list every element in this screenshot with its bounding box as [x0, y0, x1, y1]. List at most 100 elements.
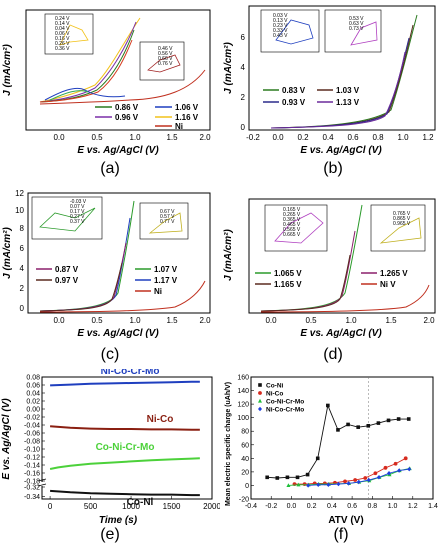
- panel-c-plot: 0 2 4 6 8 10 12 0.0 0.5 1.0 1.5 2.0 E vs…: [2, 189, 211, 339]
- panel-e-ytick-label: -0.34: [24, 494, 40, 501]
- panel-e-ytick-label: -0.16: [24, 471, 40, 478]
- panel-d-inset-left: [264, 204, 328, 252]
- panel-f-point: [406, 417, 411, 421]
- svg-text:0.865 V: 0.865 V: [393, 216, 411, 222]
- panel-f-point: [305, 472, 310, 477]
- panel-d-inset-right-legend: 0.765 V 0.865 V 0.965 V: [393, 211, 411, 227]
- panel-a-plot: 0.0 0.5 1.0 1.5 2.0 E vs. Ag/AgCl (V) J …: [2, 9, 211, 156]
- panel-f-ytick-label: 40: [241, 456, 249, 463]
- panel-f-point: [366, 477, 371, 483]
- panel-e: Time (s) E vs. Ag/AgCl (V) 0.08 0.06 0.04 0…: [0, 369, 220, 550]
- svg-text:0.87 V: 0.87 V: [55, 265, 79, 274]
- panel-f-legend-label: Co-Ni-Cr-Mo: [266, 399, 304, 406]
- svg-text:0.565 V: 0.565 V: [283, 227, 301, 233]
- panel-d-inset-right-curve: [379, 217, 422, 244]
- svg-text:0.14 V: 0.14 V: [55, 21, 70, 27]
- svg-text:10: 10: [15, 206, 24, 215]
- panel-c-frame: [27, 192, 211, 314]
- panel-e-ytick-label: -0.12: [24, 455, 40, 462]
- panel-f-legend-label: Ni-Co: [266, 391, 283, 398]
- svg-text:0.36 V: 0.36 V: [55, 46, 70, 52]
- panel-f-point: [356, 479, 361, 485]
- panel-e-plot: Time (s) E vs. Ag/AgCl (V) 0.080.060.040…: [1, 369, 220, 526]
- panel-f-point: [306, 483, 311, 488]
- svg-text:0.37 V: 0.37 V: [70, 219, 85, 225]
- svg-text:0.465 V: 0.465 V: [283, 222, 301, 228]
- svg-text:4: 4: [20, 264, 25, 273]
- svg-text:0.63 V: 0.63 V: [349, 21, 364, 27]
- svg-text:0.93 V: 0.93 V: [282, 98, 306, 107]
- svg-text:0.4: 0.4: [322, 133, 334, 142]
- panel-f-legend-marker: [258, 406, 262, 412]
- svg-text:-0.03 V: -0.03 V: [70, 199, 87, 205]
- panel-f-ytick-label: 160: [237, 375, 249, 382]
- panel-e-ytick-label: -0.06: [24, 431, 40, 438]
- svg-text:0.23 V: 0.23 V: [273, 23, 288, 29]
- panel-b: 0 2 4 6 -0.2 0.0 0.2 0.4 0.6 0.8 1.0 1.2…: [221, 0, 441, 183]
- panel-f-xtick-label: 0.4: [327, 503, 337, 510]
- panel-f-point: [383, 465, 388, 470]
- svg-text:0.6: 0.6: [347, 133, 359, 142]
- panel-f-point: [336, 481, 341, 487]
- panel-f-point: [407, 466, 412, 472]
- panel-f-legend-marker: [258, 398, 262, 403]
- panel-a-curves: [39, 17, 206, 105]
- panel-e-ytick-label: -0.02: [24, 415, 40, 422]
- svg-text:0.33 V: 0.33 V: [273, 28, 288, 34]
- svg-text:4: 4: [241, 63, 246, 72]
- svg-text:0.5: 0.5: [305, 316, 317, 325]
- svg-text:1.265 V: 1.265 V: [380, 269, 408, 278]
- panel-a-xtick: 1.0: [129, 133, 141, 142]
- panel-e-ytick-label: -0.10: [24, 447, 40, 454]
- panel-a-xtick: 1.5: [166, 133, 178, 142]
- panel-c-curves: [39, 200, 206, 313]
- panel-e-ytick-label: 0.00: [26, 407, 40, 414]
- panel-b-frame: [248, 5, 436, 131]
- panel-f-plot: ATV (V) Mean electric specific charge (u…: [225, 375, 438, 527]
- panel-f-ytick-label: 120: [237, 402, 249, 409]
- panel-e-series-line: [50, 425, 200, 431]
- svg-text:0.0: 0.0: [53, 316, 65, 325]
- panel-c-xticks: 0.0 0.5 1.0 1.5 2.0: [53, 316, 211, 325]
- panel-e-ytick-label: 0.02: [26, 399, 40, 406]
- panel-e-axis-break: [37, 483, 47, 487]
- svg-text:0.96 V: 0.96 V: [115, 113, 139, 122]
- panel-f-point: [286, 483, 291, 488]
- svg-text:-0.2: -0.2: [246, 133, 260, 142]
- svg-text:1.16 V: 1.16 V: [175, 113, 199, 122]
- svg-text:Ni: Ni: [175, 122, 183, 131]
- panel-e-ytick-label: 0.04: [26, 391, 40, 398]
- svg-text:1.165 V: 1.165 V: [274, 280, 302, 289]
- svg-text:2: 2: [20, 284, 25, 293]
- panel-f-legend-marker: [258, 391, 262, 395]
- svg-text:1.06 V: 1.06 V: [175, 103, 199, 112]
- svg-text:0.66 V: 0.66 V: [158, 56, 173, 62]
- panel-f-ytick-label: 20: [241, 469, 249, 476]
- svg-text:0.86 V: 0.86 V: [115, 103, 139, 112]
- svg-text:Ni V: Ni V: [380, 280, 396, 289]
- panel-d-inset-left-legend: 0.165 V 0.265 V 0.365 V 0.465 V 0.565 V …: [283, 207, 301, 238]
- svg-text:0.8: 0.8: [372, 133, 384, 142]
- svg-text:0.04 V: 0.04 V: [55, 26, 70, 32]
- panel-a-inset-right-curve: [147, 54, 181, 73]
- panel-e-frame: [41, 376, 213, 500]
- panel-e-series-line: [50, 380, 200, 387]
- panel-f-point: [396, 417, 401, 421]
- panel-a-inset-left-legend: 0.24 V 0.14 V 0.04 V 0.06 V 0.16 V 0.26 …: [55, 16, 70, 52]
- panel-a-inset-left-curve: [59, 24, 89, 46]
- panel-f-point: [343, 479, 347, 484]
- svg-text:6: 6: [20, 244, 25, 253]
- panel-d-xlabel: E vs. Ag/AgCl (V): [300, 328, 382, 339]
- panel-c-letter: (c): [100, 346, 120, 363]
- panel-d: 0.0 0.5 1.0 1.5 2.0 E vs. Ag/AgCl (V) J …: [221, 183, 441, 369]
- panel-f-ytick-label: 140: [237, 388, 249, 395]
- panel-c-inset-left: [31, 196, 103, 240]
- svg-text:2: 2: [241, 93, 246, 102]
- panel-e-xtick-label: 500: [84, 502, 98, 511]
- svg-text:6: 6: [241, 33, 246, 42]
- panel-e-xtick-label: 0: [48, 502, 53, 511]
- svg-text:0.26 V: 0.26 V: [55, 41, 70, 47]
- panel-f-point: [397, 468, 402, 473]
- panel-f-xtick-label: 0.6: [347, 503, 357, 510]
- svg-text:8: 8: [20, 224, 25, 233]
